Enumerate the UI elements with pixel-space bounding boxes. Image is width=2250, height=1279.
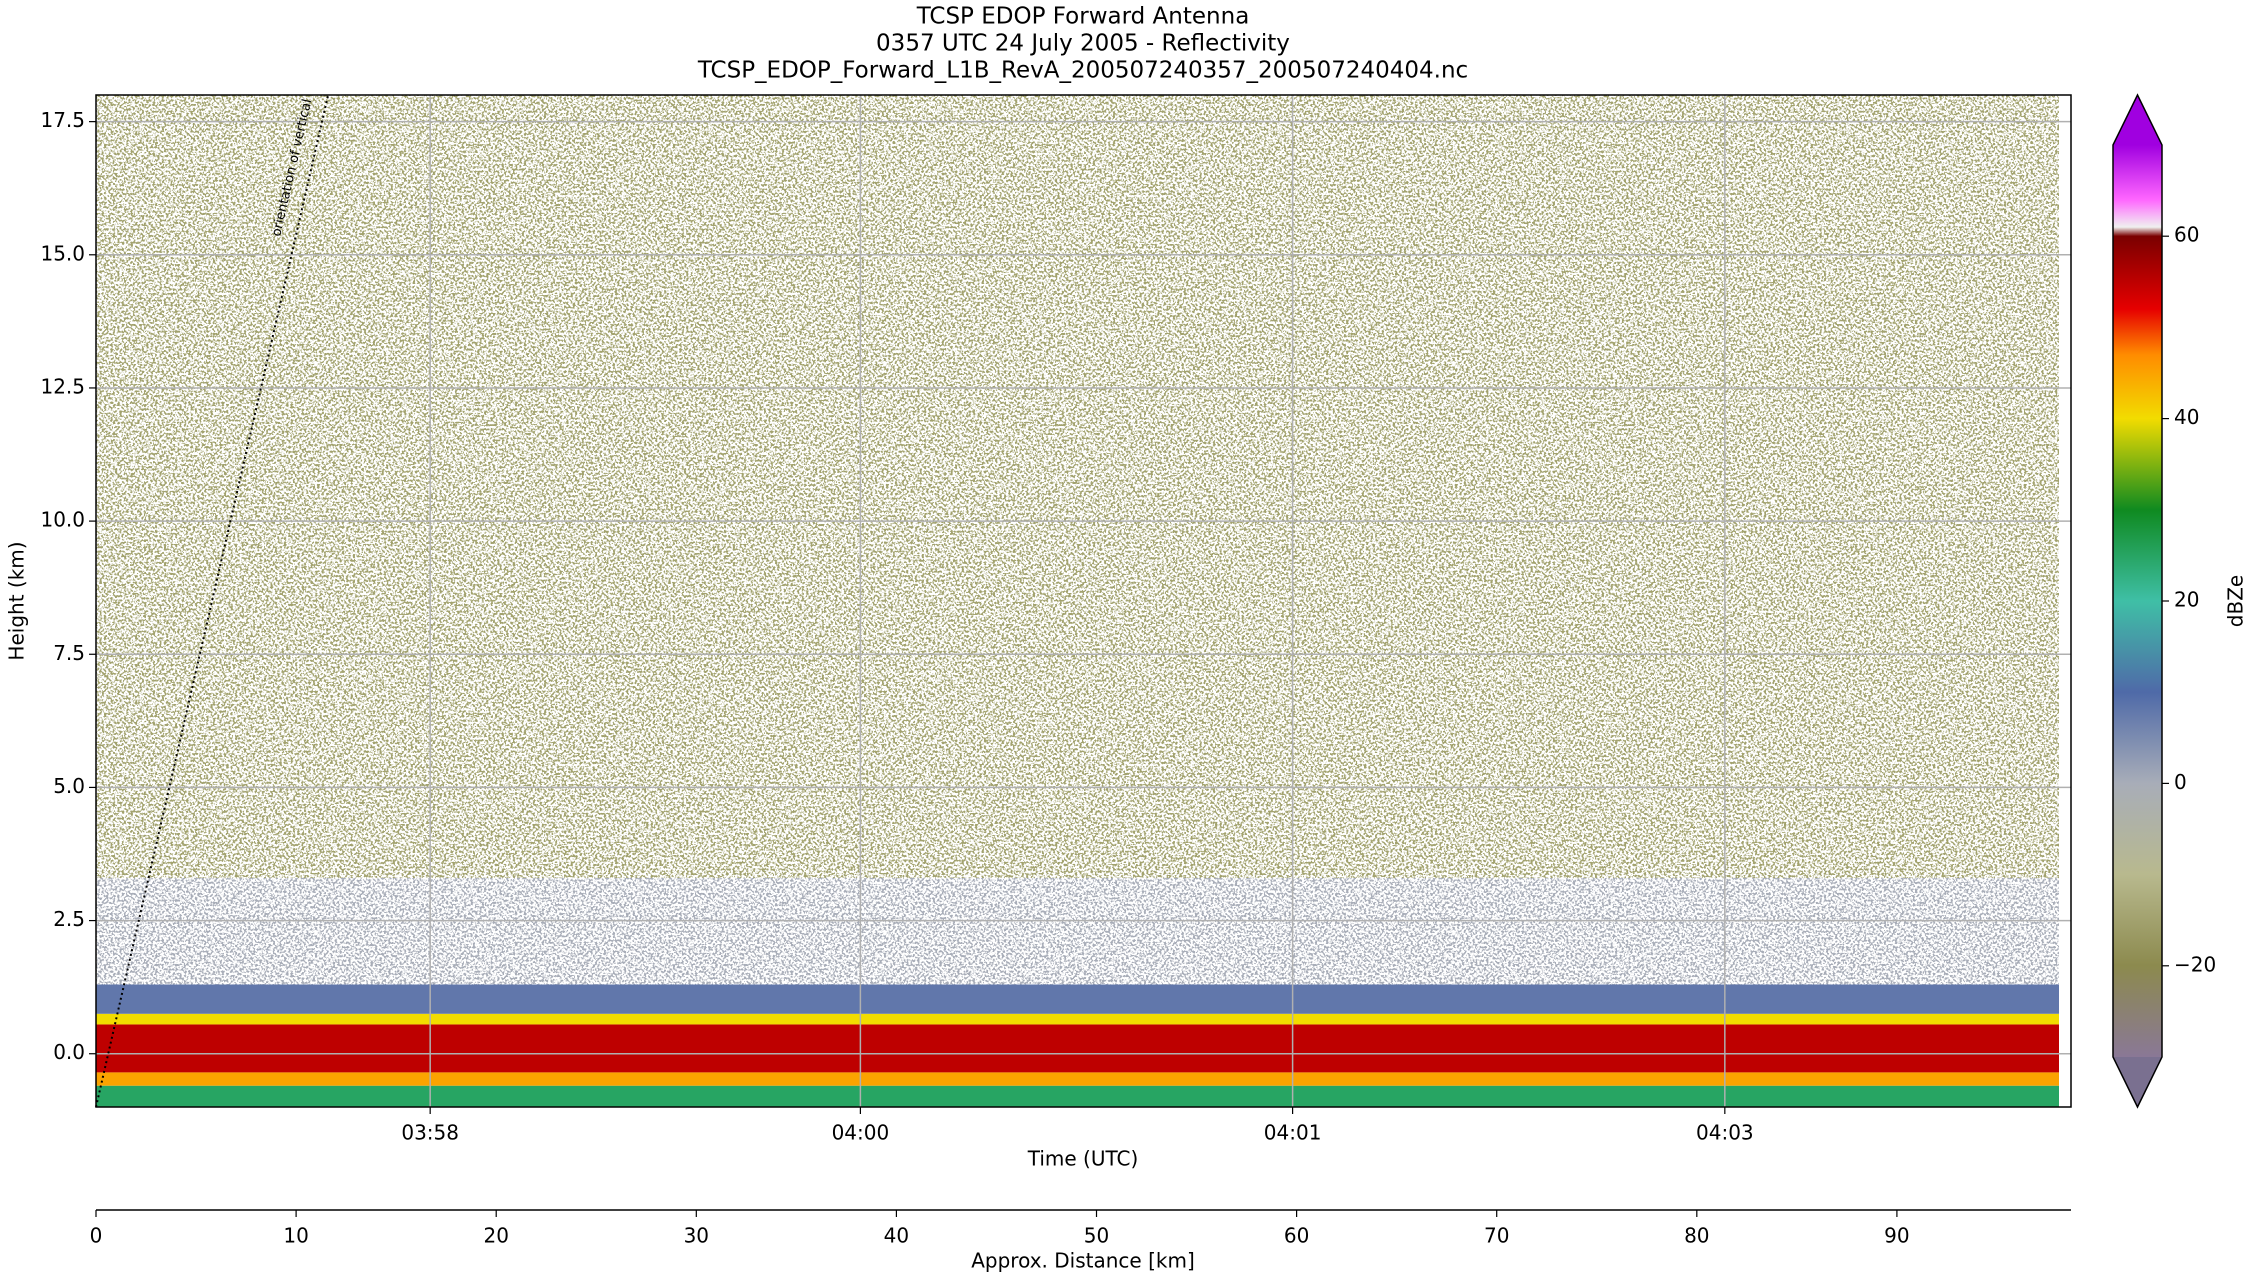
vertical-orientation-line (95, 94, 330, 1108)
x2-tick-label: 70 (1484, 1224, 1509, 1248)
colorbar-frame (2112, 93, 2163, 1109)
y-tick-label: 17.5 (40, 108, 85, 132)
reflectivity-layer (96, 1085, 2059, 1107)
colorbar-tick-label: 40 (2174, 405, 2199, 429)
colorbar (2113, 145, 2162, 1057)
plot-area (96, 95, 2059, 1107)
x2-tick-label: 50 (1084, 1224, 1109, 1248)
colorbar-over (2113, 95, 2162, 145)
x-tick-label: 04:00 (832, 1121, 890, 1145)
y-axis-label: Height (km) (5, 541, 29, 660)
x2-tick-label: 60 (1284, 1224, 1309, 1248)
x2-tick-label: 10 (283, 1224, 308, 1248)
x-axis-label: Time (UTC) (1027, 1147, 1139, 1171)
reflectivity-layer (96, 877, 2059, 985)
y-tick-label: 15.0 (40, 241, 85, 265)
x2-tick-label: 80 (1684, 1224, 1709, 1248)
x-tick-label: 04:03 (1696, 1121, 1754, 1145)
x-tick-label: 03:58 (401, 1121, 459, 1145)
x2-tick-label: 40 (884, 1224, 909, 1248)
x2-tick-label: 90 (1884, 1224, 1909, 1248)
y-tick-label: 7.5 (53, 641, 85, 665)
y-tick-label: 10.0 (40, 508, 85, 532)
y-tick-label: 12.5 (40, 374, 85, 398)
colorbar-tick-label: 0 (2174, 770, 2187, 794)
colorbar-tick-label: 60 (2174, 223, 2199, 247)
colorbar-label: dBZe (2224, 575, 2248, 627)
colorbar-tick-label: −20 (2174, 952, 2216, 976)
title-line: TCSP_EDOP_Forward_L1B_RevA_200507240357_… (697, 58, 1468, 84)
reflectivity-layer (96, 1072, 2059, 1086)
x2-tick-label: 20 (483, 1224, 508, 1248)
title-line: TCSP EDOP Forward Antenna (916, 4, 1250, 30)
colorbar-under (2113, 1057, 2162, 1107)
title-line: 0357 UTC 24 July 2005 - Reflectivity (876, 31, 1290, 57)
reflectivity-layer (96, 1013, 2059, 1025)
x2-tick-label: 0 (90, 1224, 103, 1248)
x2-axis-label: Approx. Distance [km] (971, 1249, 1195, 1273)
colorbar-tick-label: 20 (2174, 588, 2199, 612)
overlay: 0.02.55.07.510.012.515.017.503:58 04:00 04… (40, 93, 2216, 1248)
x2-tick-label: 30 (684, 1224, 709, 1248)
reflectivity-layer (96, 984, 2059, 1014)
y-tick-label: 2.5 (53, 907, 85, 931)
reflectivity-layer (96, 1024, 2059, 1073)
y-tick-label: 5.0 (53, 774, 85, 798)
x-tick-label: 04:01 (1264, 1121, 1322, 1145)
plot-frame (95, 94, 2072, 1108)
y-tick-label: 0.0 (53, 1040, 85, 1064)
reflectivity-layer (96, 95, 2059, 878)
